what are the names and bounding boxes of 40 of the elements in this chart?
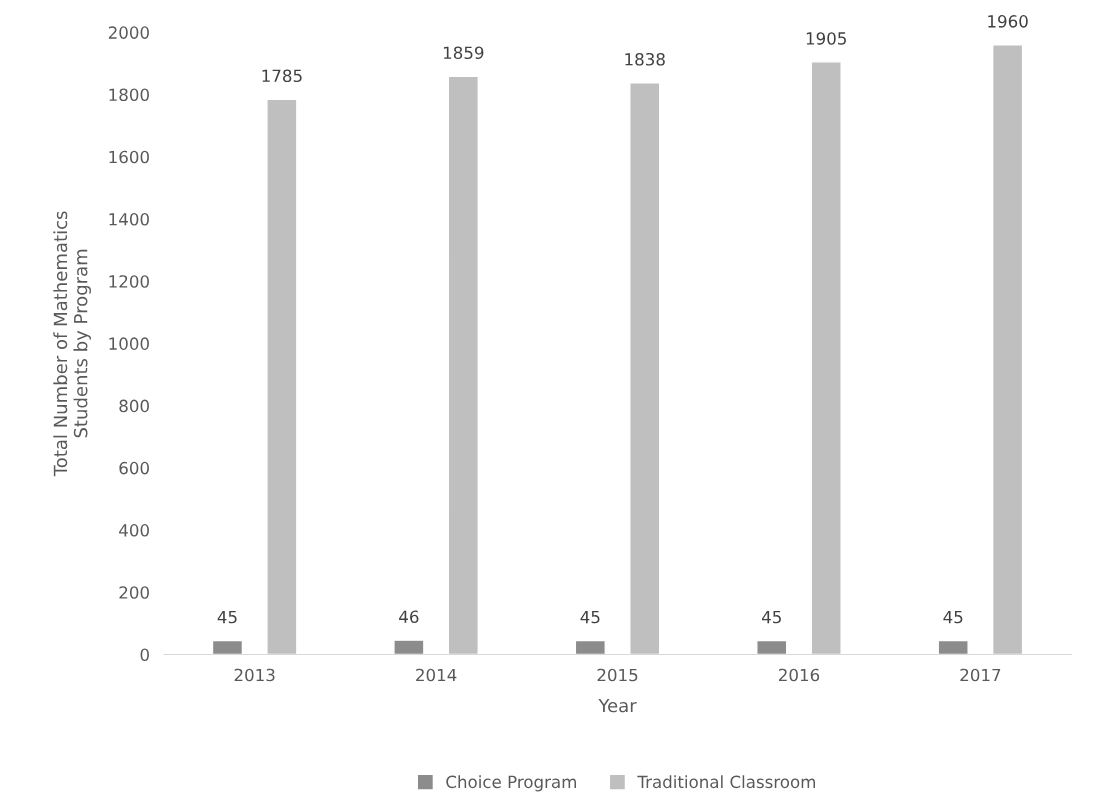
bar (756, 639, 788, 655)
x-tick-label: 2013 (234, 668, 275, 682)
y-axis-title: Total Number of Mathematics Students by Program (53, 211, 91, 477)
x-tick-label: 2017 (960, 668, 1001, 682)
y-tick-label: 1400 (109, 212, 149, 226)
y-tick-label: 200 (119, 586, 149, 599)
data-label: 1859 (443, 46, 484, 60)
bar (211, 639, 244, 655)
bar (937, 639, 969, 655)
bar (574, 639, 606, 655)
y-tick-label: 800 (119, 399, 149, 413)
data-label: 45 (217, 610, 237, 624)
bar (991, 44, 1024, 655)
bar (810, 61, 842, 655)
legend-label: Traditional Classroom (637, 775, 815, 789)
y-tick-label: 1800 (109, 88, 149, 102)
x-tick-label: 2016 (779, 668, 820, 682)
y-tick-label: 600 (119, 461, 149, 475)
x-axis-title: Year (598, 698, 637, 713)
data-label: 46 (399, 610, 419, 624)
data-label: 45 (943, 610, 963, 624)
y-tick-label: 0 (140, 648, 149, 662)
bar (266, 98, 298, 655)
legend-label: Choice Program (446, 775, 576, 792)
data-label: 1960 (988, 15, 1028, 28)
bar (393, 639, 425, 655)
data-label: 1785 (262, 69, 302, 83)
data-label: 1905 (806, 32, 846, 45)
y-tick-label: 1600 (109, 150, 149, 164)
data-label: 45 (580, 610, 600, 624)
y-tick-label: 2000 (108, 26, 149, 39)
data-label: 1838 (625, 52, 665, 66)
y-tick-label: 1000 (109, 337, 149, 350)
y-tick-label: 400 (119, 524, 149, 537)
data-label: 45 (761, 610, 781, 624)
bar (447, 75, 479, 655)
bar (629, 82, 661, 655)
x-tick-label: 2015 (597, 668, 638, 682)
x-tick-label: 2014 (416, 668, 457, 682)
y-tick-label: 1200 (109, 275, 149, 288)
